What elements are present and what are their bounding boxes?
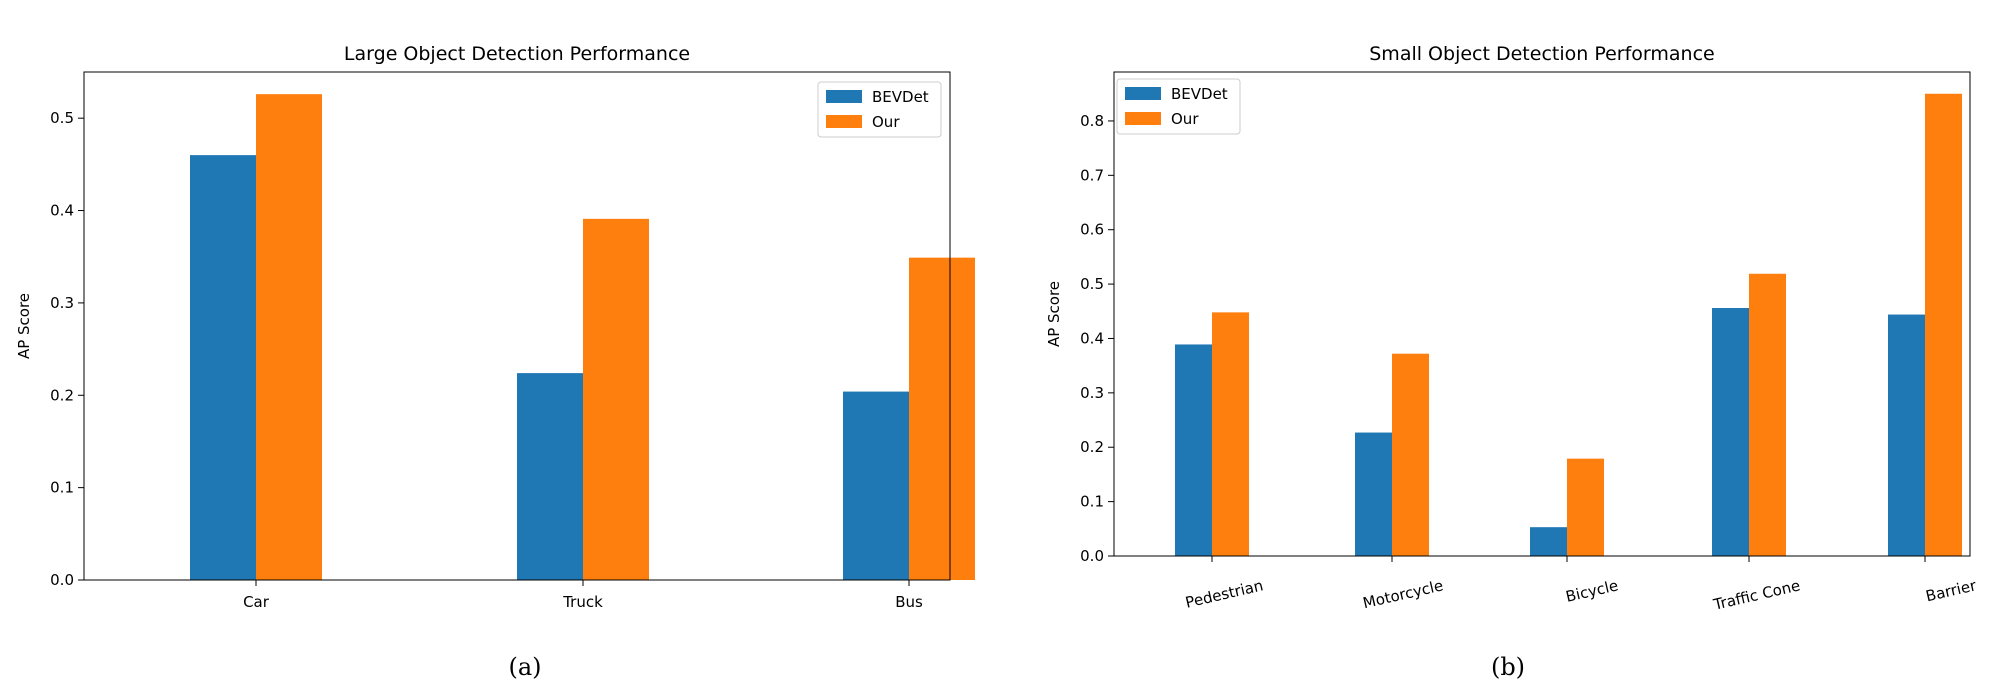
bar-our-pedestrian [1212, 312, 1249, 556]
y-tick-label: 0.5 [50, 109, 74, 127]
figure-caption: (b) [1491, 653, 1525, 681]
bar-bevdet-bus [843, 391, 909, 580]
y-ticks: 0.0 0.1 0.2 0.3 0.4 0.5 0.6 0.7 0.8 [1080, 112, 1114, 565]
x-tick-label: Bicycle [1564, 576, 1620, 606]
bar-bevdet-pedestrian [1175, 344, 1212, 556]
bars [1175, 93, 1962, 556]
y-tick-label: 0.4 [50, 202, 74, 220]
chart-large-objects: Large Object Detection Performance AP Sc… [15, 43, 975, 681]
x-tick-label: Truck [562, 593, 603, 611]
chart-title: Small Object Detection Performance [1369, 43, 1714, 65]
legend-label-our: Our [1171, 110, 1199, 128]
bar-bevdet-car [190, 155, 256, 581]
bar-bevdet-motorcycle [1355, 432, 1392, 556]
y-tick-label: 0.3 [1080, 384, 1104, 402]
bar-our-bus [909, 257, 975, 580]
bar-bevdet-bicycle [1530, 527, 1567, 556]
y-tick-label: 0.0 [50, 571, 74, 589]
plot-frame [83, 71, 951, 581]
y-tick-label: 0.3 [50, 294, 74, 312]
legend-label-bevdet: BEVDet [872, 88, 929, 106]
legend-swatch-our [826, 115, 862, 128]
legend: BEVDet Our [817, 81, 942, 138]
bar-our-barrier [1925, 93, 1962, 556]
bar-our-truck [583, 218, 649, 580]
x-tick-label: Barrier [1924, 576, 1979, 605]
legend-swatch-bevdet [826, 90, 862, 103]
bars [190, 94, 975, 581]
x-tick-label: Motorcycle [1361, 576, 1445, 612]
figure-caption: (a) [508, 653, 541, 681]
x-ticks: Pedestrian Motorcycle Bicycle Traffic Cone B… [1184, 556, 1979, 614]
x-tick-label: Car [243, 593, 270, 611]
legend-swatch-our [1125, 112, 1161, 125]
y-axis-label: AP Score [15, 293, 33, 359]
y-axis-label: AP Score [1045, 281, 1063, 347]
x-tick-label: Traffic Cone [1711, 576, 1802, 614]
plot-frame [1113, 71, 1971, 557]
legend: BEVDet Our [1116, 78, 1241, 135]
bar-our-motorcycle [1392, 353, 1429, 556]
y-ticks: 0.0 0.1 0.2 0.3 0.4 0.5 [50, 109, 84, 589]
y-tick-label: 0.8 [1080, 112, 1104, 130]
x-tick-label: Bus [895, 593, 923, 611]
y-tick-label: 0.7 [1080, 166, 1104, 184]
legend-label-our: Our [872, 113, 900, 131]
bar-our-bicycle [1567, 458, 1604, 556]
legend-label-bevdet: BEVDet [1171, 85, 1228, 103]
bar-bevdet-barrier [1888, 314, 1925, 556]
y-tick-label: 0.0 [1080, 547, 1104, 565]
y-tick-label: 0.1 [1080, 493, 1104, 511]
chart-small-objects: Small Object Detection Performance AP Sc… [1045, 43, 1979, 681]
bar-our-car [256, 94, 322, 581]
legend-swatch-bevdet [1125, 87, 1161, 100]
bar-our-traffic-cone [1749, 273, 1786, 556]
chart-title: Large Object Detection Performance [344, 43, 690, 65]
bar-bevdet-truck [517, 373, 583, 580]
y-tick-label: 0.2 [50, 386, 74, 404]
x-tick-label: Pedestrian [1184, 576, 1265, 611]
bar-bevdet-traffic-cone [1712, 308, 1749, 556]
y-tick-label: 0.6 [1080, 221, 1104, 239]
x-ticks: Car Truck Bus [243, 580, 923, 611]
y-tick-label: 0.5 [1080, 275, 1104, 293]
y-tick-label: 0.1 [50, 479, 74, 497]
y-tick-label: 0.2 [1080, 438, 1104, 456]
y-tick-label: 0.4 [1080, 329, 1104, 347]
